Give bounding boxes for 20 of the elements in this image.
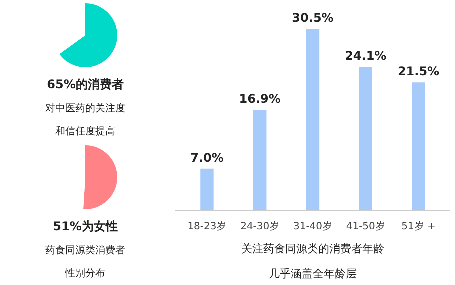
data-label: 21.5% <box>398 64 440 79</box>
text: 65%的消费者 <box>47 78 124 92</box>
x-tick-label: 41-50岁 <box>346 220 386 232</box>
bar <box>306 29 320 210</box>
text: 药食同源类消费者性别分布 <box>46 246 126 280</box>
text: 关注药食同源类的消费者年龄几乎涵盖全年龄层 <box>242 242 384 280</box>
text: 51%为女性 <box>53 220 118 234</box>
data-label: 30.5% <box>292 11 334 26</box>
x-tick-label: 51岁 + <box>402 220 436 232</box>
bar <box>359 67 372 210</box>
x-tick-label: 24-30岁 <box>240 220 280 232</box>
bar <box>200 168 214 210</box>
data-label: 16.9% <box>239 92 281 106</box>
data-label: 24.1% <box>345 49 387 64</box>
x-tick-label: 31-40岁 <box>293 220 333 232</box>
bar <box>412 82 426 210</box>
x-tick-label: 18-23岁 <box>188 220 227 232</box>
bar <box>254 110 267 210</box>
text: 对中医药的关注度和信任度提高 <box>46 104 126 138</box>
data-label: 7.0% <box>190 150 224 165</box>
